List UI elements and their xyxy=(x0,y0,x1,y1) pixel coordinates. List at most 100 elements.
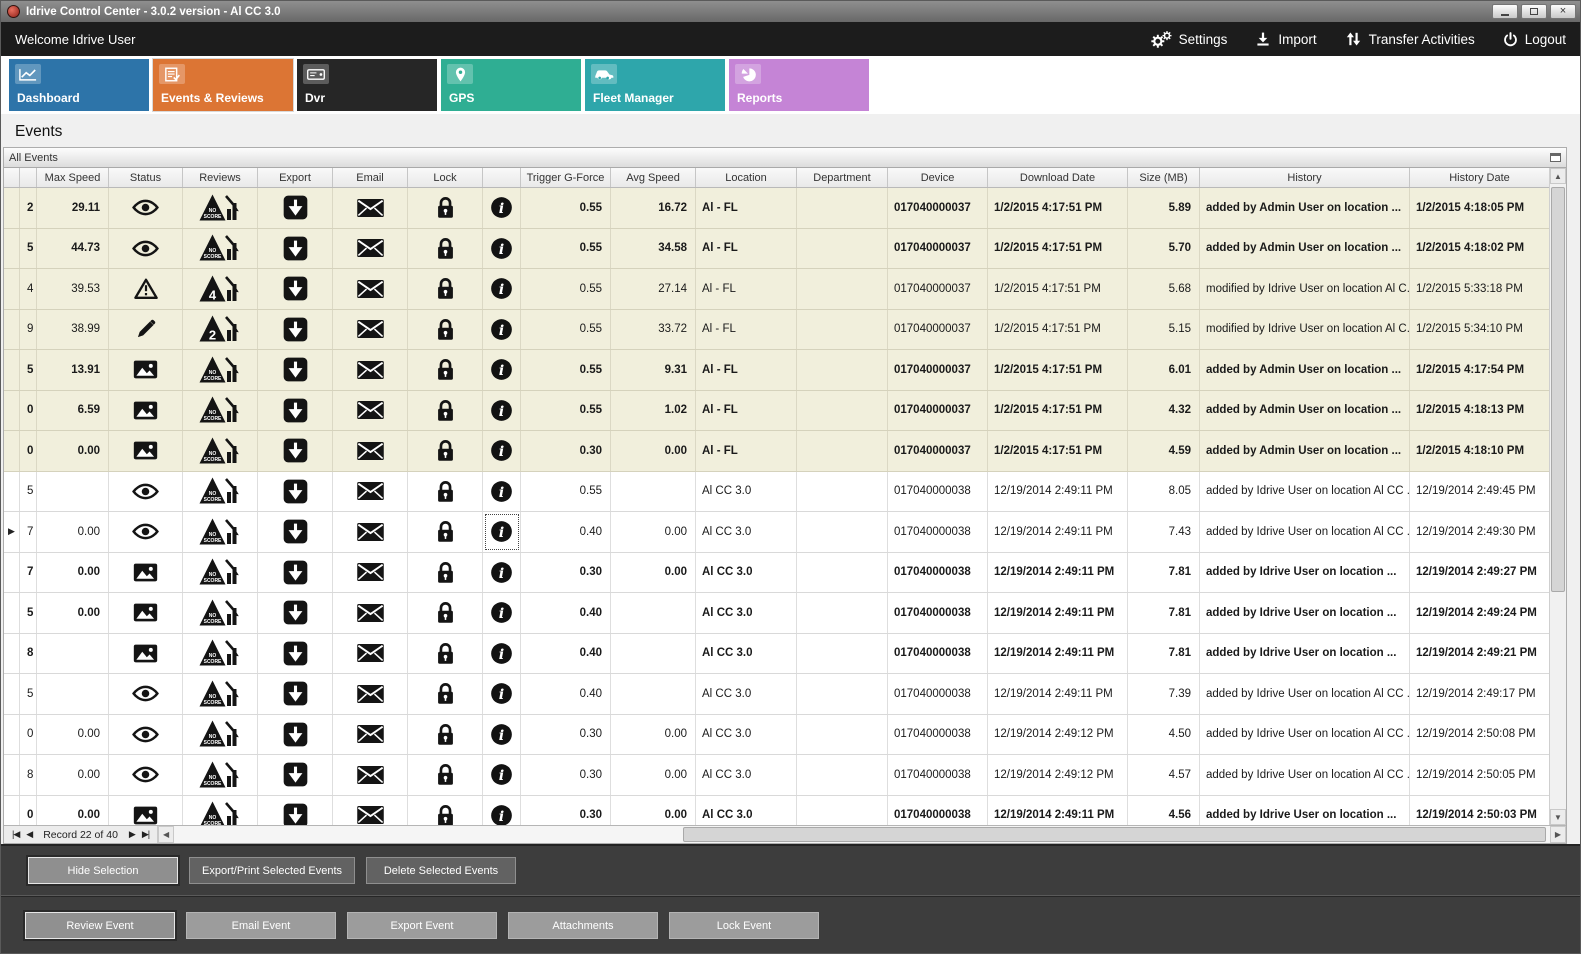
tab-fleet-manager[interactable]: Fleet Manager xyxy=(585,59,725,111)
row-indicator-cell[interactable] xyxy=(4,714,20,754)
row-indicator-cell[interactable] xyxy=(4,309,20,349)
tab-reports[interactable]: Reports xyxy=(729,59,869,111)
history-date-cell[interactable]: 12/19/2014 2:49:45 PM xyxy=(1410,471,1550,511)
location-cell[interactable]: Al CC 3.0 xyxy=(696,755,797,795)
photo-icon[interactable] xyxy=(109,350,183,390)
info-icon[interactable]: i xyxy=(483,431,521,471)
history-cell[interactable]: modified by Idrive User on location Al C… xyxy=(1200,309,1410,349)
size-cell[interactable]: 7.81 xyxy=(1128,552,1200,592)
department-cell[interactable] xyxy=(797,228,888,268)
avg-speed-cell[interactable]: 0.00 xyxy=(611,755,696,795)
download-date-cell[interactable]: 1/2/2015 4:17:51 PM xyxy=(988,228,1128,268)
restore-panel-icon[interactable] xyxy=(1550,153,1561,162)
table-row[interactable]: 0 0.00 NO SCORE i 0.30 0.00 Al CC 3.0 0170400000… xyxy=(4,714,1551,755)
history-cell[interactable]: added by Idrive User on location Al CC .… xyxy=(1200,512,1410,552)
row-indicator-cell[interactable] xyxy=(4,755,20,795)
table-row[interactable]: 9 38.99 2 i 0.55 33.72 Al - FL 017040000037 1/2/… xyxy=(4,309,1551,350)
max-speed-cell[interactable]: 44.73 xyxy=(37,228,109,268)
export-print-selected-events-button[interactable]: Export/Print Selected Events xyxy=(189,857,356,884)
table-row[interactable]: 2 29.11 NO SCORE i 0.55 16.72 Al - FL 0170400000… xyxy=(4,188,1551,229)
department-cell[interactable] xyxy=(797,552,888,592)
info-icon[interactable]: i xyxy=(483,512,521,552)
department-cell[interactable] xyxy=(797,714,888,754)
max-speed-cell[interactable]: 0.00 xyxy=(37,552,109,592)
max-speed-cell[interactable]: 39.53 xyxy=(37,269,109,309)
column-header-avg_speed[interactable]: Avg Speed xyxy=(611,168,696,187)
export-icon[interactable] xyxy=(258,390,333,430)
lock-icon[interactable] xyxy=(408,269,483,309)
location-cell[interactable]: Al CC 3.0 xyxy=(696,471,797,511)
location-cell[interactable]: Al CC 3.0 xyxy=(696,512,797,552)
info-icon[interactable]: i xyxy=(483,228,521,268)
row-indicator-cell[interactable] xyxy=(4,795,20,825)
column-header-history[interactable]: History xyxy=(1200,168,1410,187)
export-icon[interactable] xyxy=(258,228,333,268)
column-header-max_speed[interactable]: Max Speed xyxy=(37,168,109,187)
avg-speed-cell[interactable]: 0.00 xyxy=(611,714,696,754)
photo-icon[interactable] xyxy=(109,552,183,592)
column-header-location[interactable]: Location xyxy=(696,168,797,187)
attachments-button[interactable]: Attachments xyxy=(508,912,658,939)
device-cell[interactable]: 017040000038 xyxy=(888,593,988,633)
export-icon[interactable] xyxy=(258,431,333,471)
department-cell[interactable] xyxy=(797,390,888,430)
review-score-icon[interactable]: NO SCORE xyxy=(183,188,258,228)
max-speed-cell[interactable]: 38.99 xyxy=(37,309,109,349)
history-cell[interactable]: added by Idrive User on location Al CC .… xyxy=(1200,471,1410,511)
row-indicator-cell[interactable] xyxy=(4,228,20,268)
table-row[interactable]: 0 6.59 NO SCORE i 0.55 1.02 Al - FL 017040000037… xyxy=(4,390,1551,431)
last-record-button[interactable]: ▶| xyxy=(141,829,150,839)
clipped-id-cell[interactable]: 5 xyxy=(20,350,37,390)
lock-icon[interactable] xyxy=(408,552,483,592)
review-score-icon[interactable]: NO SCORE xyxy=(183,350,258,390)
size-cell[interactable]: 8.05 xyxy=(1128,471,1200,511)
hide-selection-button[interactable]: Hide Selection xyxy=(28,857,178,884)
next-record-button[interactable]: ▶ xyxy=(128,829,136,839)
device-cell[interactable]: 017040000038 xyxy=(888,552,988,592)
info-icon[interactable]: i xyxy=(483,795,521,825)
settings-button[interactable]: Settings xyxy=(1150,30,1227,49)
row-indicator-cell[interactable] xyxy=(4,471,20,511)
history-cell[interactable]: added by Admin User on location ... xyxy=(1200,228,1410,268)
review-score-icon[interactable]: NO SCORE xyxy=(183,714,258,754)
table-row[interactable]: ▶ 7 0.00 NO SCORE i 0.40 0.00 Al CC 3.0 017040000… xyxy=(4,512,1551,553)
lock-icon[interactable] xyxy=(408,431,483,471)
email-icon[interactable] xyxy=(333,350,408,390)
size-cell[interactable]: 5.15 xyxy=(1128,309,1200,349)
location-cell[interactable]: Al CC 3.0 xyxy=(696,633,797,673)
size-cell[interactable]: 5.70 xyxy=(1128,228,1200,268)
download-date-cell[interactable]: 12/19/2014 2:49:11 PM xyxy=(988,552,1128,592)
clipped-id-cell[interactable]: 5 xyxy=(20,674,37,714)
vertical-scrollbar[interactable]: ▲ ▼ xyxy=(1549,168,1566,825)
column-header-blank[interactable] xyxy=(4,168,20,187)
max-speed-cell[interactable]: 13.91 xyxy=(37,350,109,390)
location-cell[interactable]: Al CC 3.0 xyxy=(696,795,797,825)
lock-icon[interactable] xyxy=(408,633,483,673)
email-icon[interactable] xyxy=(333,633,408,673)
history-cell[interactable]: added by Idrive User on location ... xyxy=(1200,552,1410,592)
department-cell[interactable] xyxy=(797,674,888,714)
photo-icon[interactable] xyxy=(109,431,183,471)
size-cell[interactable]: 4.59 xyxy=(1128,431,1200,471)
trigger-cell[interactable]: 0.55 xyxy=(521,269,611,309)
export-icon[interactable] xyxy=(258,593,333,633)
table-row[interactable]: 8 0.00 NO SCORE i 0.30 0.00 Al CC 3.0 0170400000… xyxy=(4,755,1551,796)
history-cell[interactable]: added by Idrive User on location Al CC .… xyxy=(1200,714,1410,754)
column-header-email[interactable]: Email xyxy=(333,168,408,187)
eye-icon[interactable] xyxy=(109,188,183,228)
vertical-scroll-track[interactable] xyxy=(1550,184,1566,809)
review-score-icon[interactable]: NO SCORE xyxy=(183,512,258,552)
table-row[interactable]: 5 0.00 NO SCORE i 0.40 Al CC 3.0 017040000038 12… xyxy=(4,593,1551,634)
row-indicator-cell[interactable] xyxy=(4,674,20,714)
export-icon[interactable] xyxy=(258,755,333,795)
history-cell[interactable]: added by Idrive User on location ... xyxy=(1200,795,1410,825)
export-icon[interactable] xyxy=(258,795,333,825)
email-icon[interactable] xyxy=(333,714,408,754)
device-cell[interactable]: 017040000038 xyxy=(888,755,988,795)
trigger-cell[interactable]: 0.30 xyxy=(521,431,611,471)
review-score-icon[interactable]: 4 xyxy=(183,269,258,309)
close-button[interactable]: × xyxy=(1550,4,1576,19)
column-header-history_date[interactable]: History Date xyxy=(1410,168,1550,187)
download-date-cell[interactable]: 1/2/2015 4:17:51 PM xyxy=(988,188,1128,228)
email-icon[interactable] xyxy=(333,228,408,268)
